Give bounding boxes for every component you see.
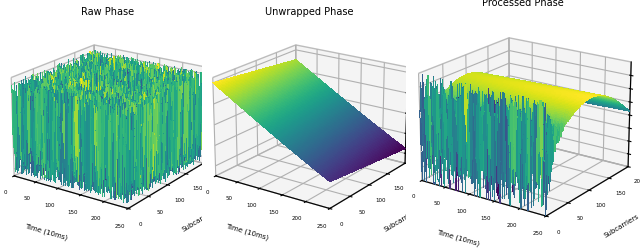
X-axis label: Time (10ms): Time (10ms) (225, 223, 269, 241)
Y-axis label: Subcarriers: Subcarriers (383, 207, 420, 233)
Title: Processed Phase: Processed Phase (483, 0, 564, 8)
X-axis label: Time (10ms): Time (10ms) (436, 229, 481, 247)
Y-axis label: Subcarriers: Subcarriers (603, 213, 640, 239)
X-axis label: Time (10ms): Time (10ms) (24, 223, 68, 241)
Title: Unwrapped Phase: Unwrapped Phase (264, 7, 353, 17)
Y-axis label: Subcarriers: Subcarriers (181, 207, 218, 233)
Title: Raw Phase: Raw Phase (81, 7, 134, 17)
